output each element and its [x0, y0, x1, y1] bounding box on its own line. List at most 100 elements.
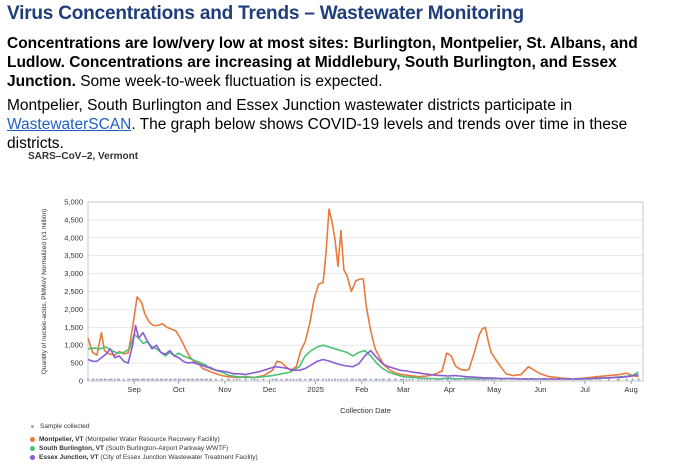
sample-collected-dot	[500, 378, 503, 381]
sample-collected-dot	[378, 378, 381, 381]
x-tick-label: Oct	[173, 385, 186, 394]
sample-collected-dot	[289, 378, 292, 381]
sample-collected-dot	[250, 378, 253, 381]
sample-collected-dot	[317, 378, 320, 381]
sample-collected-dot	[518, 378, 521, 381]
sample-collected-dot	[499, 378, 502, 381]
sample-collected-dot	[481, 378, 484, 381]
sample-collected-dot	[423, 378, 426, 381]
sample-collected-dot	[131, 378, 134, 381]
sample-collected-dot	[607, 378, 610, 381]
legend-sample-collected: Sample collected	[30, 422, 258, 431]
sample-collected-dot	[536, 378, 539, 381]
x-tick-label: Dec	[263, 385, 277, 394]
sample-collected-dot	[328, 378, 330, 381]
sample-collected-dot	[331, 378, 333, 381]
y-tick-label: 2,000	[64, 305, 83, 314]
sample-collected-dot	[426, 378, 429, 381]
sample-collected-dot	[143, 378, 146, 381]
sample-collected-dot	[238, 378, 241, 381]
sample-collected-dot	[581, 378, 583, 381]
sample-collected-dot	[520, 378, 522, 381]
sample-collected-dot	[490, 378, 493, 381]
sample-collected-dot	[152, 378, 155, 381]
sample-collected-dot	[494, 378, 497, 381]
sample-collected-dot	[387, 378, 390, 381]
sample-collected-dot	[405, 378, 408, 381]
sample-collected-dot	[122, 378, 125, 381]
sample-collected-dot	[375, 378, 378, 381]
sample-collected-dot	[232, 378, 235, 381]
x-tick-label: Apr	[444, 385, 456, 394]
sample-collected-dot	[408, 378, 411, 381]
sample-collected-dot	[100, 378, 103, 381]
legend-item-essex-junction[interactable]: Essex Junction, VT (City of Essex Juncti…	[30, 453, 258, 462]
sample-collected-dot	[253, 378, 256, 381]
sample-collected-dot	[155, 378, 158, 381]
x-tick-label: Sep	[127, 385, 140, 394]
sample-collected-dot	[200, 378, 202, 381]
sample-collected-dot	[93, 378, 95, 381]
sample-collected-dot	[454, 378, 457, 381]
sample-collected-dot	[256, 378, 259, 381]
sample-collected-dot	[383, 378, 385, 381]
sample-collected-dot	[104, 378, 107, 381]
y-tick-label: 3,500	[64, 251, 83, 260]
sample-collected-dot	[195, 378, 198, 381]
sample-collected-dot	[168, 378, 171, 381]
sample-collected-dot	[456, 378, 458, 381]
sample-collected-dot	[188, 378, 191, 381]
sample-collected-dot	[468, 378, 470, 381]
sample-collected-dot	[174, 378, 177, 381]
wastewater-line-chart: 0 500 1,000 1,500 2,000 2,500 3,000 3,500 4,000 4…	[41, 198, 644, 415]
sample-collected-dot	[402, 378, 405, 381]
sample-collected-dot	[316, 378, 319, 381]
sample-collected-dot	[429, 378, 432, 381]
sample-collected-dot	[192, 378, 195, 381]
sample-collected-dot	[268, 378, 271, 381]
sample-collected-dot	[109, 378, 112, 381]
sample-collected-dot	[235, 378, 238, 381]
x-tick-label: Jul	[580, 385, 590, 394]
sample-collected-dot	[201, 378, 204, 381]
sample-collected-dot	[286, 378, 289, 381]
x-tick-label: Aug	[624, 385, 637, 394]
x-tick-label: Mar	[397, 385, 410, 394]
sample-collected-dot	[164, 378, 167, 381]
sample-collected-dot	[346, 378, 348, 381]
sample-collected-dot	[560, 378, 563, 381]
chart-title: SARS–CoV–2, Vermont	[28, 151, 139, 162]
sample-collected-dot	[134, 378, 137, 381]
sample-collected-dot	[487, 378, 490, 381]
sample-collected-dot	[470, 378, 473, 381]
legend-item-montpelier[interactable]: Montpelier, VT (Montpelier Water Resourc…	[30, 435, 258, 444]
legend-essex-junction-name: Essex Junction, VT	[39, 454, 99, 461]
sample-collected-dot	[310, 378, 313, 381]
legend-item-south-burlington[interactable]: South Burlington, VT (South Burlington-A…	[30, 444, 258, 453]
wastewaterscan-link[interactable]: WastewaterSCAN	[7, 116, 132, 133]
plot-area-frame	[87, 201, 644, 382]
sample-collected-dot	[381, 378, 384, 381]
sample-collected-dot	[161, 378, 164, 381]
legend-essex-junction-detail: (City of Essex Junction Wastewater Treat…	[100, 454, 258, 461]
sample-collected-dot	[631, 378, 634, 381]
sample-collected-dot	[295, 378, 298, 381]
sample-collected-dot	[262, 378, 265, 381]
sample-collected-dot	[127, 378, 130, 381]
sample-collected-dot	[478, 378, 481, 381]
sample-collected-dot	[435, 378, 438, 381]
participation-text-after: . The graph below shows COVID-19 levels …	[7, 116, 628, 152]
sample-collected-dot	[463, 378, 466, 381]
sample-collected-dot	[340, 378, 342, 381]
x-tick-label: 2025	[307, 385, 324, 394]
y-tick-label: 4,500	[64, 215, 83, 224]
sample-collected-dot	[482, 378, 485, 381]
legend-south-burlington-name: South Burlington, VT	[39, 445, 104, 452]
sample-collected-dot	[209, 378, 211, 381]
sample-collected-dot	[441, 378, 444, 381]
sample-collected-dot	[350, 378, 353, 381]
sample-collected-dot	[393, 378, 396, 381]
summary-paragraph: Concentrations are low/very low at most …	[7, 34, 679, 91]
sample-collected-dot	[417, 378, 420, 381]
y-tick-label: 0	[79, 377, 83, 386]
